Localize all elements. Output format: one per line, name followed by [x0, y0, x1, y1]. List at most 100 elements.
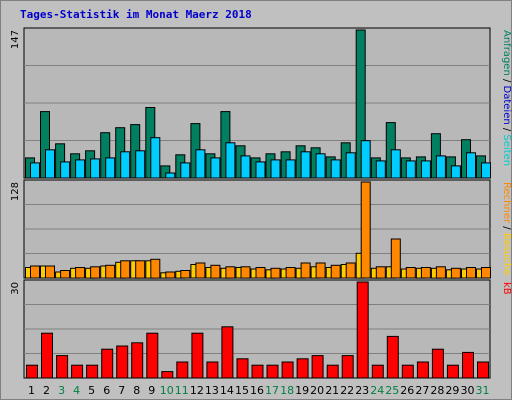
bar-dateien-day-14	[225, 142, 236, 179]
bar-kb-day-29	[446, 364, 459, 379]
bar-kb-day-6	[101, 348, 114, 379]
x-tick-label-day-8: 8	[133, 384, 140, 397]
x-tick-label-day-24: 24	[370, 384, 384, 397]
bar-kb-day-10	[161, 371, 174, 379]
bar-kb-day-27	[416, 361, 429, 379]
x-tick-label-day-9: 9	[148, 384, 155, 397]
bar-dateien-day-3	[60, 161, 71, 179]
x-tick-label-day-19: 19	[295, 384, 309, 397]
bar-kb-day-21	[326, 364, 339, 379]
legend-entry: /	[501, 76, 512, 86]
bar-dateien-day-28	[435, 155, 446, 179]
x-tick-label-day-31: 31	[476, 384, 490, 397]
bar-rechner-day-11	[180, 270, 191, 279]
bar-rechner-day-1	[30, 265, 40, 279]
panel-2-ymax-label: 128	[10, 182, 21, 201]
bar-rechner-day-17	[270, 267, 281, 279]
bar-dateien-day-19	[300, 151, 311, 179]
bar-rechner-day-12	[195, 262, 206, 279]
bar-rechner-day-18	[285, 267, 296, 279]
bar-kb-day-4	[71, 364, 84, 379]
bar-dateien-day-26	[405, 160, 416, 179]
bar-dateien-day-21	[330, 159, 341, 179]
bar-rechner-day-10	[165, 271, 176, 279]
x-tick-label-day-6: 6	[103, 384, 110, 397]
bar-kb-day-3	[56, 355, 69, 379]
x-tick-label-day-20: 20	[310, 384, 324, 397]
bar-dateien-day-16	[255, 161, 266, 179]
bar-kb-day-25	[386, 335, 399, 379]
bar-kb-day-31	[477, 361, 489, 379]
bar-kb-day-16	[251, 364, 264, 379]
bar-dateien-day-22	[345, 152, 356, 179]
bar-rechner-day-25	[390, 238, 401, 279]
bar-rechner-day-15	[240, 266, 251, 279]
bar-rechner-day-21	[330, 264, 341, 279]
x-tick-label-day-3: 3	[58, 384, 65, 397]
x-tick-label-day-4: 4	[73, 384, 80, 397]
bar-dateien-day-15	[240, 155, 251, 179]
bar-rechner-day-4	[75, 267, 86, 279]
bar-rechner-day-26	[405, 267, 416, 279]
bar-dateien-day-27	[420, 160, 431, 179]
bar-kb-day-24	[371, 364, 384, 379]
bar-dateien-day-30	[466, 152, 476, 179]
bar-dateien-day-18	[285, 159, 296, 179]
bar-dateien-day-10	[165, 172, 176, 179]
bar-kb-day-5	[86, 364, 99, 379]
bar-kb-day-13	[206, 361, 219, 379]
bar-rechner-day-19	[300, 262, 311, 279]
bar-rechner-day-20	[315, 262, 326, 279]
chart-title: Tages-Statistik im Monat Maerz 2018	[20, 8, 252, 21]
bar-dateien-day-11	[180, 162, 191, 179]
panel-2-legend: Rechner / Besuche	[501, 182, 512, 275]
bar-dateien-day-23	[360, 140, 371, 179]
bar-kb-day-7	[116, 345, 129, 379]
bar-rechner-day-28	[435, 266, 446, 279]
x-tick-label-day-18: 18	[280, 384, 294, 397]
bar-dateien-day-12	[195, 149, 206, 179]
legend-entry: Rechner	[501, 182, 512, 224]
bar-rechner-day-5	[90, 266, 101, 279]
bar-kb-day-19	[296, 358, 309, 379]
panel-3-ymax-label: 30	[10, 282, 21, 295]
bar-rechner-day-14	[225, 266, 236, 279]
x-tick-label-day-26: 26	[400, 384, 414, 397]
x-tick-label-day-23: 23	[355, 384, 369, 397]
bar-kb-day-18	[281, 361, 294, 379]
bar-rechner-day-23	[360, 181, 371, 279]
bar-dateien-day-8	[135, 150, 146, 179]
bar-kb-day-8	[131, 342, 144, 379]
panel-3-legend: kB	[501, 282, 512, 295]
bar-kb-day-23	[356, 281, 369, 379]
bar-rechner-day-8	[135, 260, 146, 279]
bar-dateien-day-9	[150, 137, 161, 179]
legend-entry: Anfragen	[501, 30, 512, 76]
x-tick-label-day-17: 17	[265, 384, 279, 397]
x-tick-label-day-27: 27	[415, 384, 429, 397]
legend-entry: /	[501, 125, 512, 135]
bar-kb-day-20	[311, 355, 324, 379]
bar-kb-day-9	[146, 332, 159, 379]
bar-rechner-day-2	[45, 265, 55, 279]
x-tick-label-day-22: 22	[340, 384, 354, 397]
x-tick-label-day-2: 2	[43, 384, 50, 397]
x-tick-label-day-11: 11	[175, 384, 189, 397]
x-tick-label-day-10: 10	[160, 384, 174, 397]
bar-kb-day-26	[401, 364, 414, 379]
bar-kb-day-28	[431, 348, 444, 379]
bar-rechner-day-22	[345, 262, 356, 279]
panel-1-ymax-label: 147	[10, 30, 21, 49]
x-tick-label-day-15: 15	[235, 384, 249, 397]
x-tick-label-day-25: 25	[385, 384, 399, 397]
x-tick-label-day-28: 28	[430, 384, 444, 397]
bar-dateien-day-25	[390, 149, 401, 179]
x-tick-label-day-5: 5	[88, 384, 95, 397]
x-tick-label-day-29: 29	[445, 384, 459, 397]
bar-kb-day-22	[341, 355, 354, 379]
bar-rechner-day-31	[481, 267, 491, 279]
x-tick-label-day-7: 7	[118, 384, 125, 397]
x-tick-label-day-16: 16	[250, 384, 264, 397]
bar-dateien-day-20	[315, 153, 326, 179]
